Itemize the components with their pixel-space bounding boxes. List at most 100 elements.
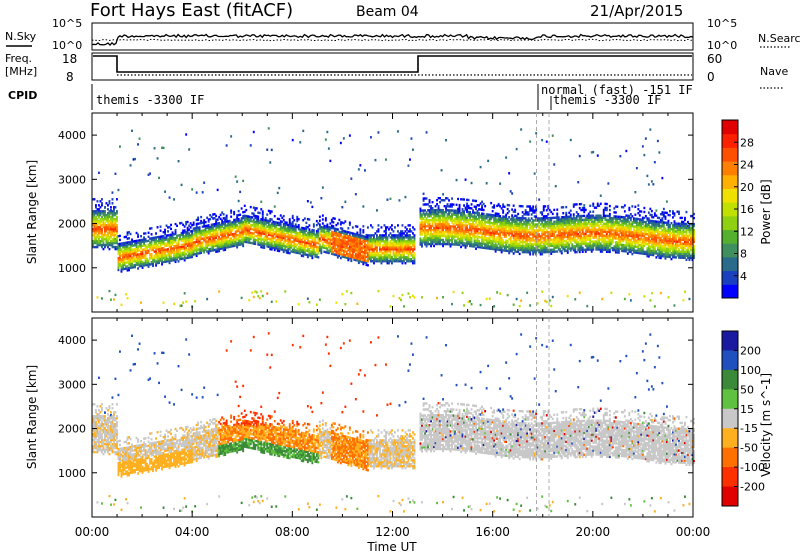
power-cell (188, 234, 191, 237)
power-cell (421, 213, 423, 216)
power-cell (176, 252, 178, 255)
power-cell (183, 241, 186, 244)
power-cell (257, 239, 260, 242)
power-cell (400, 234, 402, 237)
power-cell (206, 236, 209, 239)
power-cell (233, 220, 236, 224)
power-cell (481, 214, 483, 217)
power-cell (288, 240, 291, 243)
power-cell (323, 228, 326, 232)
power-cell (532, 205, 535, 208)
power-cell (320, 197, 323, 200)
power-cell (487, 215, 490, 218)
power-cell (95, 220, 97, 223)
power-cell (327, 251, 330, 255)
power-cell (354, 233, 357, 236)
power-cell (336, 244, 339, 247)
power-cell (270, 244, 273, 247)
power-cell (493, 206, 496, 209)
power-cell (185, 237, 188, 240)
power-cell (105, 237, 108, 241)
power-cell (367, 258, 369, 261)
power-cell (502, 211, 505, 214)
power-cell (440, 218, 443, 222)
power-cell (276, 245, 279, 248)
power-cell (330, 234, 333, 238)
power-cell (116, 218, 118, 221)
power-cell (134, 244, 136, 247)
power-cell (428, 213, 431, 216)
power-cell (278, 229, 281, 233)
power-cell (110, 230, 112, 233)
power-cell (556, 218, 559, 221)
power-cell (236, 234, 239, 237)
power-cell (224, 224, 227, 228)
power-cell (237, 235, 240, 239)
power-cell (156, 236, 159, 239)
power-cell (327, 245, 330, 249)
power-cell (479, 216, 482, 219)
power-cell (99, 239, 102, 243)
power-cell (137, 263, 139, 266)
power-cell (354, 247, 357, 250)
power-cell (132, 244, 135, 247)
power-cell (305, 229, 308, 232)
power-cell (547, 205, 550, 208)
power-cell (93, 237, 96, 241)
power-cell (294, 249, 297, 252)
power-cell (119, 238, 121, 242)
power-cell (110, 235, 112, 239)
power-cell (569, 235, 572, 238)
power-cell (293, 239, 296, 242)
power-cell (389, 197, 392, 200)
power-cell (428, 201, 431, 204)
power-cell (119, 254, 121, 257)
power-cell (173, 241, 175, 244)
power-cell (297, 238, 300, 241)
power-cell (284, 235, 287, 238)
power-cell (551, 222, 554, 226)
power-cell (430, 205, 432, 208)
power-cell (362, 247, 365, 250)
power-cell (191, 188, 194, 191)
power-cell (153, 250, 156, 253)
power-cell (252, 226, 255, 229)
power-cell (437, 224, 440, 228)
power-cell (392, 244, 395, 247)
power-cell (345, 230, 348, 234)
power-cell (102, 212, 105, 215)
power-cell (395, 250, 398, 253)
power-cell (515, 226, 518, 229)
power-cell (261, 222, 264, 225)
power-cell (122, 250, 124, 253)
power-cell (532, 245, 535, 248)
power-cell (425, 243, 428, 246)
power-cell (406, 240, 408, 243)
power-cell (138, 255, 141, 258)
power-cell (110, 210, 112, 213)
power-cell (177, 256, 180, 259)
power-cell (210, 245, 213, 248)
power-cell (344, 220, 347, 223)
power-cell (433, 213, 435, 216)
power-cell (317, 234, 320, 237)
power-cell (324, 225, 327, 228)
power-cell (108, 232, 111, 235)
power-cell (526, 229, 529, 232)
power-cell (347, 253, 350, 256)
power-cell (539, 243, 542, 246)
power-cell (143, 242, 145, 245)
power-cell (460, 241, 462, 245)
power-cell (509, 242, 512, 245)
power-cell (431, 234, 434, 238)
power-cell (177, 160, 180, 163)
power-cell (116, 232, 118, 235)
power-cell (320, 229, 323, 233)
power-cell (425, 131, 428, 134)
power-cell (466, 210, 468, 213)
power-cell (400, 256, 402, 259)
power-cell (496, 224, 499, 227)
power-cell (503, 233, 506, 236)
power-cell (497, 224, 500, 228)
power-cell (469, 216, 471, 220)
